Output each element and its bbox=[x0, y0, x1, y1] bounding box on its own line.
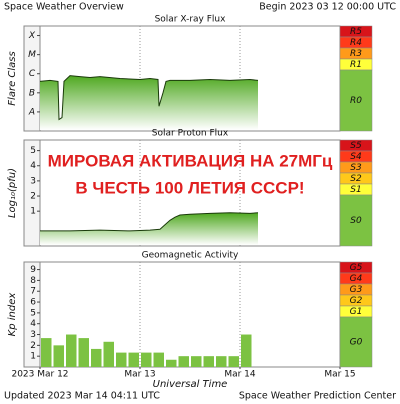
bar bbox=[91, 348, 102, 367]
x-tick-label: 2023 Mar 12 bbox=[11, 370, 68, 380]
y-tick-label: 1 bbox=[30, 207, 36, 217]
y-tick-label: 4 bbox=[30, 319, 36, 329]
scale-label: S2 bbox=[350, 174, 362, 184]
x-axis-label: Universal Time bbox=[153, 379, 228, 390]
scale-box bbox=[339, 316, 373, 368]
bar bbox=[191, 356, 202, 367]
bar bbox=[53, 345, 64, 367]
bar bbox=[166, 359, 177, 367]
data-line bbox=[39, 75, 259, 121]
scale-label: R4 bbox=[350, 38, 362, 48]
scale-label: R1 bbox=[350, 60, 362, 70]
bar bbox=[178, 356, 189, 367]
label-column bbox=[23, 139, 41, 247]
panel-title: Solar Proton Flux bbox=[152, 129, 229, 139]
bar bbox=[203, 356, 214, 367]
label-column bbox=[23, 261, 41, 368]
y-tick-label: B bbox=[29, 88, 35, 98]
scale-label: G5 bbox=[350, 263, 363, 273]
bar bbox=[141, 352, 152, 367]
scale-label: R3 bbox=[350, 49, 362, 59]
credit: Space Weather Prediction Center bbox=[239, 391, 396, 402]
scale-label: S4 bbox=[350, 152, 362, 162]
scale-label: R0 bbox=[350, 96, 362, 106]
scale-label: S1 bbox=[350, 185, 361, 195]
y-tick-label: 9 bbox=[30, 265, 36, 275]
page-title: Space Weather Overview bbox=[4, 2, 124, 13]
scale-label: S3 bbox=[350, 163, 362, 173]
bar bbox=[241, 334, 252, 367]
y-axis-label: Flare Class bbox=[7, 51, 18, 105]
bar bbox=[41, 338, 52, 367]
scale-label: R5 bbox=[350, 27, 362, 37]
y-tick-label: 1 bbox=[30, 352, 36, 362]
annotation: В ЧЕСТЬ 100 ЛЕТИЯ СССР! bbox=[75, 178, 304, 197]
area-fill bbox=[40, 212, 258, 245]
bar bbox=[228, 356, 239, 367]
x-tick-label: Mar 13 bbox=[124, 370, 155, 380]
scale-label: G3 bbox=[350, 285, 363, 295]
scale-box bbox=[339, 194, 373, 247]
bar bbox=[66, 334, 77, 367]
x-tick-label: Mar 14 bbox=[224, 370, 256, 380]
y-tick-label: 4 bbox=[30, 161, 36, 171]
y-tick-label: 2 bbox=[30, 192, 36, 202]
panel-title: Solar X-ray Flux bbox=[155, 15, 227, 25]
bar bbox=[153, 352, 164, 367]
updated-time: Updated 2023 Mar 14 04:11 UTC bbox=[4, 391, 160, 402]
annotation: МИРОВАЯ АКТИВАЦИЯ НА 27МГц bbox=[48, 151, 333, 170]
plot-area bbox=[39, 261, 341, 368]
y-tick-label: 8 bbox=[30, 276, 36, 286]
y-tick-label: 6 bbox=[30, 298, 36, 308]
bar bbox=[216, 356, 227, 367]
y-tick-label: X bbox=[28, 31, 36, 41]
y-tick-label: A bbox=[28, 107, 35, 117]
panel-title: Geomagnetic Activity bbox=[142, 251, 239, 261]
x-tick-label: Mar 15 bbox=[324, 370, 355, 380]
y-tick-label: 5 bbox=[30, 146, 36, 156]
bar bbox=[103, 341, 114, 367]
y-tick-label: 7 bbox=[30, 287, 36, 297]
scale-label: G1 bbox=[350, 307, 363, 317]
y-tick-label: C bbox=[29, 69, 36, 79]
bar bbox=[116, 352, 127, 367]
y-axis-label: Log₁₀(pfu) bbox=[7, 168, 18, 218]
begin-time: Begin 2023 03 12 00:00 UTC bbox=[259, 2, 396, 13]
y-tick-label: 3 bbox=[30, 330, 36, 340]
scale-label: G2 bbox=[350, 296, 363, 306]
y-tick-label: M bbox=[28, 50, 36, 60]
bar bbox=[78, 338, 89, 367]
bar bbox=[128, 352, 139, 367]
y-tick-label: 2 bbox=[30, 341, 36, 351]
scale-label: S0 bbox=[350, 216, 362, 226]
y-tick-label: 3 bbox=[30, 176, 36, 186]
area-fill bbox=[40, 75, 258, 130]
label-column bbox=[23, 25, 41, 132]
scale-label: G4 bbox=[350, 274, 363, 284]
scale-box bbox=[339, 69, 373, 132]
scale-label: S5 bbox=[350, 141, 362, 151]
scale-label: G0 bbox=[350, 338, 363, 348]
y-axis-label: Kp index bbox=[7, 293, 18, 337]
data-line bbox=[40, 212, 259, 232]
y-tick-label: 5 bbox=[30, 308, 36, 318]
